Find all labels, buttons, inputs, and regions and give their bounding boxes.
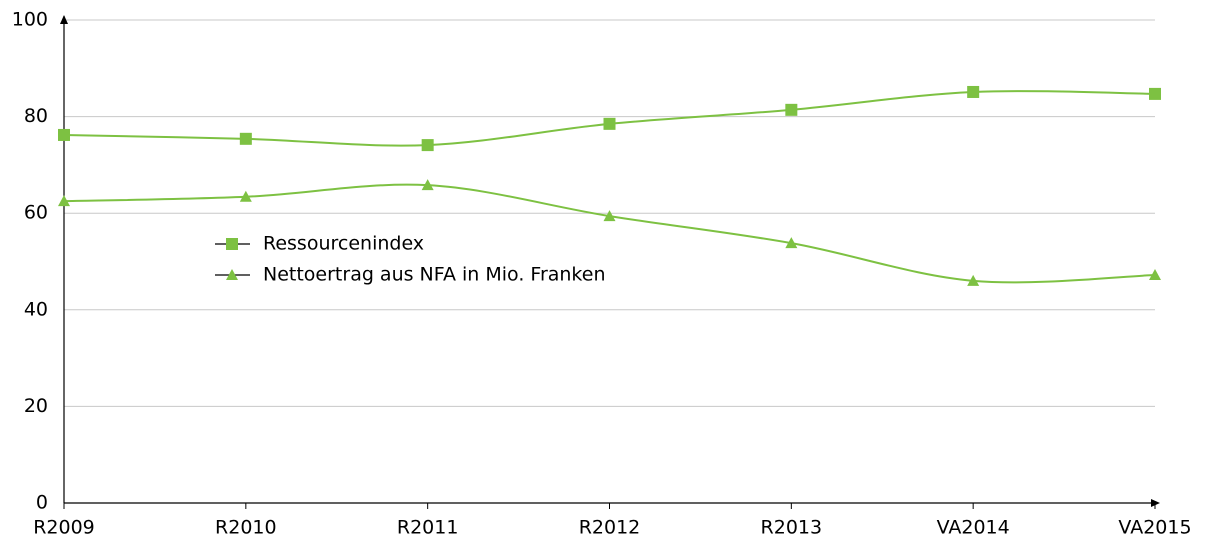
series-line (63, 183, 1156, 284)
marker (239, 132, 252, 145)
marker (603, 210, 616, 222)
x-tick-label: R2010 (215, 517, 277, 539)
marker (967, 274, 980, 286)
y-tick-label: 0 (36, 492, 48, 514)
marker (1149, 87, 1161, 100)
marker (967, 85, 980, 98)
marker (603, 117, 616, 130)
x-tick-label: R2013 (761, 517, 823, 539)
x-tick-label: VA2014 (937, 517, 1010, 539)
marker (785, 237, 798, 249)
y-tick-label: 80 (24, 105, 48, 127)
x-tick-label: R2012 (579, 517, 641, 539)
y-axis-arrow (60, 15, 68, 24)
legend-marker (226, 269, 238, 280)
marker (421, 139, 434, 152)
y-tick-label: 40 (24, 298, 48, 320)
x-tick-label: R2009 (33, 517, 95, 539)
y-tick-label: 60 (24, 202, 48, 224)
legend-marker (226, 238, 238, 250)
marker (58, 195, 70, 207)
x-tick-label: VA2015 (1118, 517, 1191, 539)
y-tick-label: 100 (12, 9, 48, 31)
x-tick-label: R2011 (397, 517, 459, 539)
marker (58, 128, 70, 141)
marker (785, 103, 798, 116)
marker (1149, 269, 1161, 281)
y-tick-label: 20 (24, 395, 48, 417)
legend-label: Nettoertrag aus NFA in Mio. Franken (263, 264, 606, 286)
legend-label: Ressourcenindex (263, 233, 424, 255)
marker (239, 190, 252, 202)
marker (421, 179, 434, 191)
